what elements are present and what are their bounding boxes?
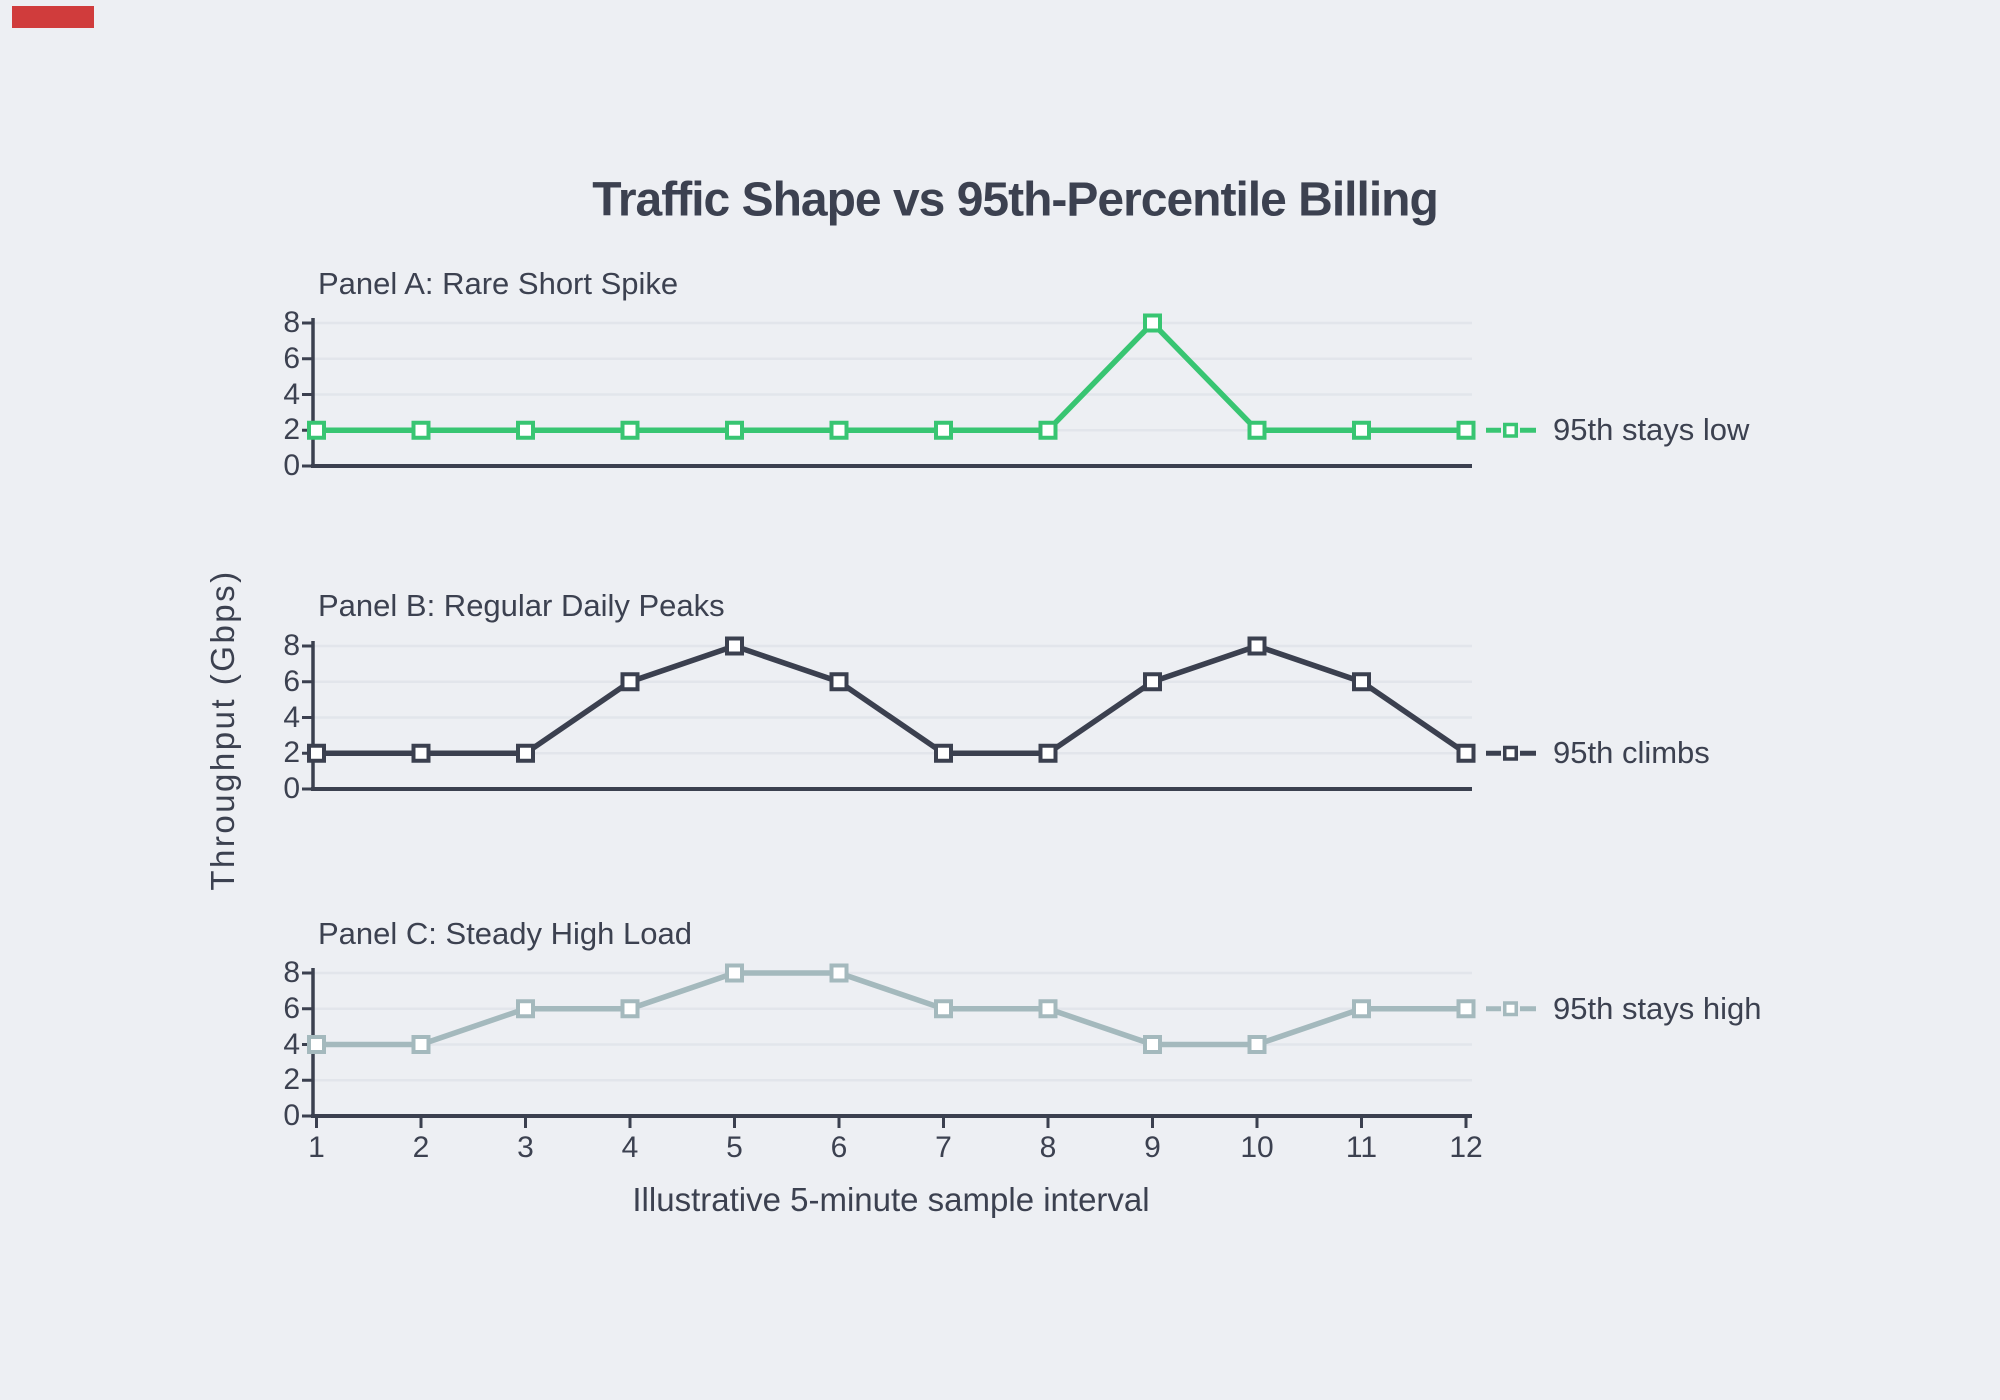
x-axis-label: Illustrative 5-minute sample interval <box>632 1181 1150 1218</box>
y-tick-label: 2 <box>283 413 300 447</box>
panel-c-title: Panel C: Steady High Load <box>318 916 692 951</box>
y-tick-label: 6 <box>283 991 300 1025</box>
y-tick-label: 0 <box>283 772 300 805</box>
y-tick-label: 6 <box>283 341 300 375</box>
y-tick-label: 4 <box>283 377 300 411</box>
legend-label-panel-b: 95th climbs <box>1553 735 1710 771</box>
y-tick-label: 0 <box>283 449 300 482</box>
x-tick-label: 6 <box>830 1131 848 1164</box>
y-tick-label: 2 <box>283 736 300 770</box>
y-tick-label: 8 <box>283 956 300 989</box>
legend-label-panel-c: 95th stays high <box>1553 990 1762 1026</box>
y-tick-label: 8 <box>283 306 300 339</box>
y-tick-label: 0 <box>283 1099 300 1132</box>
x-tick-label: 10 <box>1240 1131 1274 1164</box>
y-tick-label: 2 <box>283 1063 300 1097</box>
x-tick-label: 5 <box>726 1131 743 1164</box>
x-tick-label: 12 <box>1449 1131 1483 1164</box>
y-tick-label: 8 <box>283 629 300 662</box>
x-tick-label: 7 <box>935 1131 952 1164</box>
x-tick-label: 4 <box>621 1131 639 1164</box>
x-tick-label: 1 <box>308 1131 325 1164</box>
x-tick-label: 3 <box>517 1131 534 1164</box>
y-tick-label: 4 <box>283 700 300 734</box>
x-tick-label: 2 <box>412 1131 430 1164</box>
legend-label-panel-a: 95th stays low <box>1553 412 1750 448</box>
chart-title: Traffic Shape vs 95th-Percentile Billing <box>592 173 1439 227</box>
panel-a-title: Panel A: Rare Short Spike <box>318 266 679 301</box>
panel-b-title: Panel B: Regular Daily Peaks <box>318 588 725 623</box>
x-tick-label: 11 <box>1345 1131 1378 1164</box>
y-tick-label: 6 <box>283 664 300 698</box>
y-tick-label: 4 <box>283 1027 300 1061</box>
x-tick-label: 8 <box>1039 1131 1057 1164</box>
red-marker <box>12 6 94 28</box>
x-tick-label: 9 <box>1144 1131 1161 1164</box>
